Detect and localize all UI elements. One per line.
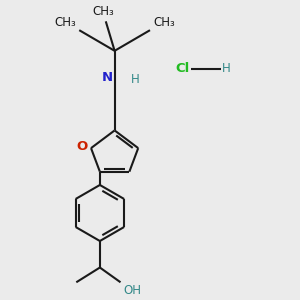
Text: Cl: Cl bbox=[176, 62, 190, 75]
Text: H: H bbox=[131, 73, 140, 86]
Text: OH: OH bbox=[124, 284, 142, 297]
Text: CH₃: CH₃ bbox=[55, 16, 76, 29]
Text: CH₃: CH₃ bbox=[92, 5, 114, 18]
Text: CH₃: CH₃ bbox=[153, 16, 175, 29]
Text: O: O bbox=[77, 140, 88, 153]
Text: H: H bbox=[222, 62, 231, 75]
Text: N: N bbox=[102, 71, 113, 84]
